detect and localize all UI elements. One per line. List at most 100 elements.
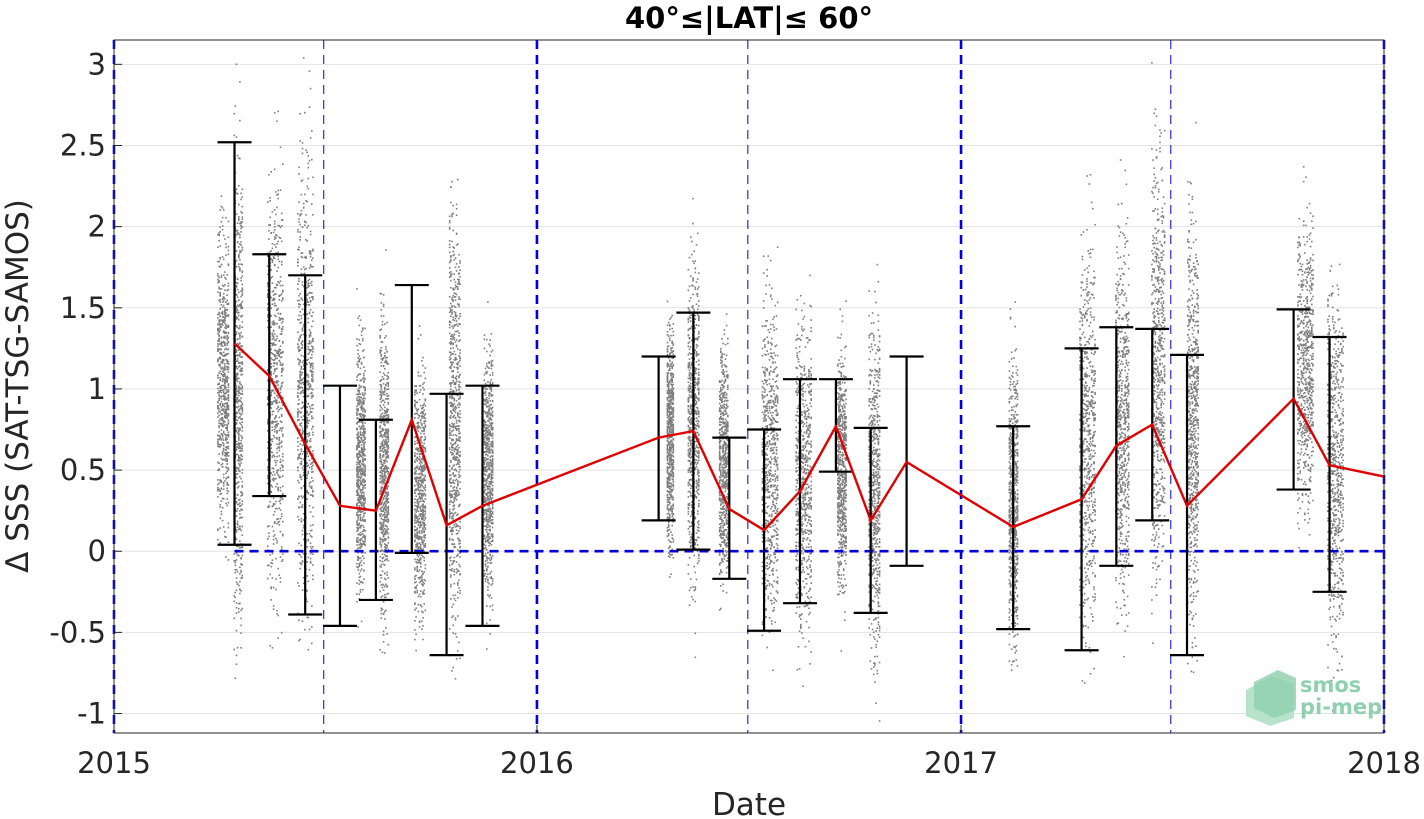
data-point <box>276 381 278 383</box>
data-point <box>300 193 303 196</box>
data-point <box>226 325 228 328</box>
data-point <box>448 537 451 540</box>
data-point <box>271 413 274 416</box>
data-point <box>309 446 312 448</box>
data-point <box>384 516 386 518</box>
data-point <box>306 395 308 398</box>
data-point <box>270 392 272 394</box>
data-point <box>220 312 223 314</box>
data-point <box>276 309 278 311</box>
data-point <box>312 338 314 341</box>
data-point <box>267 492 269 494</box>
data-point <box>235 515 238 517</box>
data-point <box>273 522 276 524</box>
data-point <box>280 513 283 515</box>
data-point <box>279 333 282 335</box>
data-point <box>382 454 385 456</box>
data-point <box>275 234 277 236</box>
data-point <box>271 438 274 440</box>
data-point <box>414 516 416 519</box>
data-point <box>267 295 269 297</box>
data-point <box>385 533 387 536</box>
data-point <box>298 428 300 431</box>
data-point <box>235 325 238 327</box>
data-point <box>225 278 227 280</box>
data-point <box>424 489 427 491</box>
data-point <box>417 603 420 606</box>
data-point <box>273 425 276 428</box>
data-point <box>272 421 275 424</box>
data-point <box>300 448 303 450</box>
data-point <box>273 209 276 211</box>
data-point <box>357 536 359 539</box>
data-point <box>268 564 270 566</box>
data-point <box>269 554 271 556</box>
data-point <box>458 402 460 404</box>
data-point <box>301 299 304 301</box>
data-point <box>454 408 457 411</box>
data-point <box>220 480 223 482</box>
data-point <box>384 593 386 596</box>
data-point <box>268 504 270 507</box>
data-point <box>359 373 362 376</box>
data-point <box>277 312 279 315</box>
data-point <box>221 437 224 440</box>
data-point <box>302 313 305 316</box>
data-point <box>276 362 278 364</box>
data-point <box>307 292 310 295</box>
data-point <box>238 219 240 222</box>
data-point <box>424 450 427 453</box>
data-point <box>218 321 220 323</box>
data-point <box>311 411 313 413</box>
data-point <box>381 359 384 361</box>
data-point <box>385 515 387 517</box>
data-point <box>362 510 364 513</box>
data-point <box>218 311 220 314</box>
data-point <box>301 284 304 286</box>
data-point <box>358 526 361 529</box>
data-point <box>419 595 422 598</box>
data-point <box>268 224 270 226</box>
data-point <box>218 422 220 425</box>
data-point <box>308 311 311 314</box>
data-point <box>358 342 361 345</box>
data-point <box>297 318 299 321</box>
data-point <box>312 362 314 365</box>
data-point <box>382 630 385 633</box>
data-point <box>221 459 224 461</box>
data-point <box>302 474 305 477</box>
data-point <box>221 497 224 500</box>
data-point <box>267 506 269 508</box>
data-point <box>275 252 277 254</box>
data-point <box>363 472 365 474</box>
data-point <box>280 368 283 370</box>
data-point <box>358 399 361 402</box>
data-point <box>379 490 381 492</box>
data-point <box>239 304 241 307</box>
data-point <box>385 432 387 435</box>
data-point <box>386 506 388 509</box>
data-point <box>278 455 281 457</box>
data-point <box>273 257 276 260</box>
data-point <box>379 380 381 382</box>
data-point <box>302 389 305 392</box>
data-point <box>236 401 239 404</box>
data-point <box>240 211 242 213</box>
data-point <box>379 527 381 529</box>
data-point <box>421 412 423 414</box>
data-point <box>418 496 421 499</box>
data-point <box>360 407 363 409</box>
data-point <box>270 438 272 441</box>
data-point <box>297 213 299 215</box>
data-point <box>380 395 383 397</box>
data-point <box>311 130 313 132</box>
data-point <box>422 521 424 524</box>
data-point <box>357 435 359 437</box>
data-point <box>308 341 311 343</box>
data-point <box>238 218 240 220</box>
data-point <box>239 470 241 473</box>
data-point <box>380 503 383 506</box>
data-point <box>381 583 384 586</box>
data-point <box>305 149 307 151</box>
data-point <box>270 451 272 454</box>
